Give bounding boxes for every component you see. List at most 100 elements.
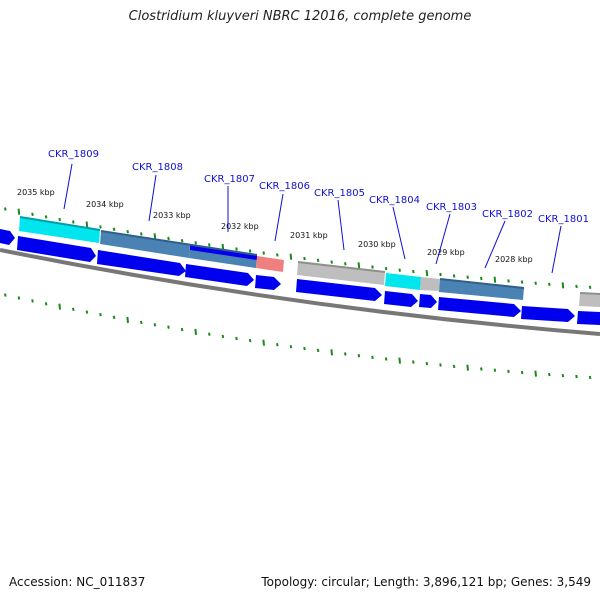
kbp-label-2028: 2028 kbp [495,255,533,264]
inner-ring-tick [4,293,7,297]
gene-label-ckr-1804[interactable]: CKR_1804 [369,195,420,206]
inner-ring-tick [575,374,578,379]
inner-ring-tick [398,357,401,364]
gene-arrow-ckr-1802[interactable] [438,297,521,317]
inner-ring-tick [480,367,483,371]
outer-ring-tick [452,274,456,278]
inner-ring-tick [194,328,197,335]
outer-ring-tick [31,212,34,216]
inner-ring-tick [208,332,211,336]
outer-ring-tick [357,262,361,269]
outer-ring-tick [140,232,143,236]
inner-ring-tick [276,343,279,347]
outer-ring-tick [208,243,211,247]
gene-arrow-track [0,229,600,325]
inner-ring-tick [588,375,592,380]
gene-label-ckr-1806[interactable]: CKR_1806 [259,181,310,192]
outer-ring-tick [493,276,497,283]
inner-ring-tick [112,315,116,319]
outer-ring-tick [72,220,75,224]
inner-ring-tick [330,349,333,356]
outer-ring-tick [58,217,61,222]
outer-ring-tick [344,262,347,266]
inner-ring-tick [412,360,415,364]
cog-bar-ckr-1808[interactable] [100,231,190,258]
cog-bar-ckr-1804[interactable] [385,273,421,290]
kbp-label-2035: 2035 kbp [17,188,55,197]
inner-ring-tick [167,325,170,329]
inner-ring-tick [520,370,524,375]
inner-ring-tick [44,302,48,306]
gene-label-ckr-1803[interactable]: CKR_1803 [426,202,477,213]
gene-arrow-ckr-1807[interactable] [185,264,254,286]
outer-ring-tick [4,207,7,211]
outer-ring-tick [548,282,551,286]
inner-ring-tick [262,339,265,346]
gene-arrow-ckr-1804[interactable] [384,291,418,307]
inner-ring-tick [153,323,157,327]
outer-ring-tick [289,253,293,260]
cog-bar-ckr-1803[interactable] [420,277,440,291]
cog-bar-ckr-1809[interactable] [19,217,100,243]
gene-arrow-ckr-1808[interactable] [97,250,186,276]
inner-ring-tick [17,296,21,300]
outer-ring-tick [248,249,252,253]
inner-ring-tick [439,363,442,367]
cog-bar-ckr-1802[interactable] [439,279,524,300]
outer-ring-tick [425,270,429,277]
gene-label-ckr-1805[interactable]: CKR_1805 [314,188,365,199]
outer-ring-tick [194,241,197,245]
outer-ring-tick [126,230,129,234]
cog-bar-ckr-1807-blue [190,245,257,260]
outer-ring-tick [262,251,265,255]
gene-arrow-ckr-1809[interactable] [17,236,96,262]
outer-ring-tick [316,258,320,262]
inner-ring-tick [99,313,102,317]
inner-ring-tick [493,368,497,372]
outer-ring-tick [180,239,184,243]
outer-ring-tick [575,284,578,289]
gene-arrow-ckr-1805[interactable] [296,279,382,301]
inner-ring-tick [31,299,34,303]
cog-bar-ckr-1801[interactable] [579,293,600,307]
outer-ring-tick [235,247,238,251]
inner-ring-tick [344,352,347,356]
inner-ring-tick [425,361,429,366]
inner-ring-tick [452,364,456,369]
inner-ring-tick [72,307,75,311]
inner-ring-tick [58,303,61,310]
gene-label-ckr-1807[interactable]: CKR_1807 [204,174,255,185]
outer-ring-tick [439,272,442,277]
kbp-label-2033: 2033 kbp [153,211,191,220]
page-title: Clostridium kluyveri NBRC 12016, complet… [128,9,472,24]
inner-ring-tick [371,355,374,360]
cog-bar-ckr-1806[interactable] [256,256,284,272]
kbp-label-2032: 2032 kbp [221,222,259,231]
gene-label-ckr-1802[interactable]: CKR_1802 [482,209,533,220]
gene-arrow-ckr-1806[interactable] [255,275,281,290]
inner-ring-tick [466,364,469,371]
outer-ring-tick [384,266,388,271]
gene-labels: CKR_1809 CKR_1808 CKR_1807 CKR_1806 CKR_… [48,149,589,225]
outer-ring-tick [480,276,483,281]
gene-label-ckr-1809[interactable]: CKR_1809 [48,149,99,160]
genome-backbone [0,248,600,336]
gene-label-ckr-1808[interactable]: CKR_1808 [132,162,183,173]
gene-label-ckr-1801[interactable]: CKR_1801 [538,214,589,225]
outer-ring-tick [276,253,279,257]
outer-ring-tick [153,233,157,240]
inner-ring-tick [561,373,565,378]
outer-ring-tick [507,279,510,283]
kbp-label-2034: 2034 kbp [86,200,124,209]
outer-ring-tick [112,227,116,231]
cog-bar-ckr-1805[interactable] [297,262,385,285]
gene-arrow-next[interactable] [577,311,600,325]
outer-ring-tick [44,215,48,219]
gene-arrow-prev[interactable] [0,229,15,245]
inner-ring-tick [180,327,184,332]
gene-arrow-ckr-1801[interactable] [521,306,575,322]
kbp-label-2031: 2031 kbp [290,231,328,240]
inner-ring-tick [303,346,306,351]
gene-arrow-ckr-1803[interactable] [419,294,437,308]
